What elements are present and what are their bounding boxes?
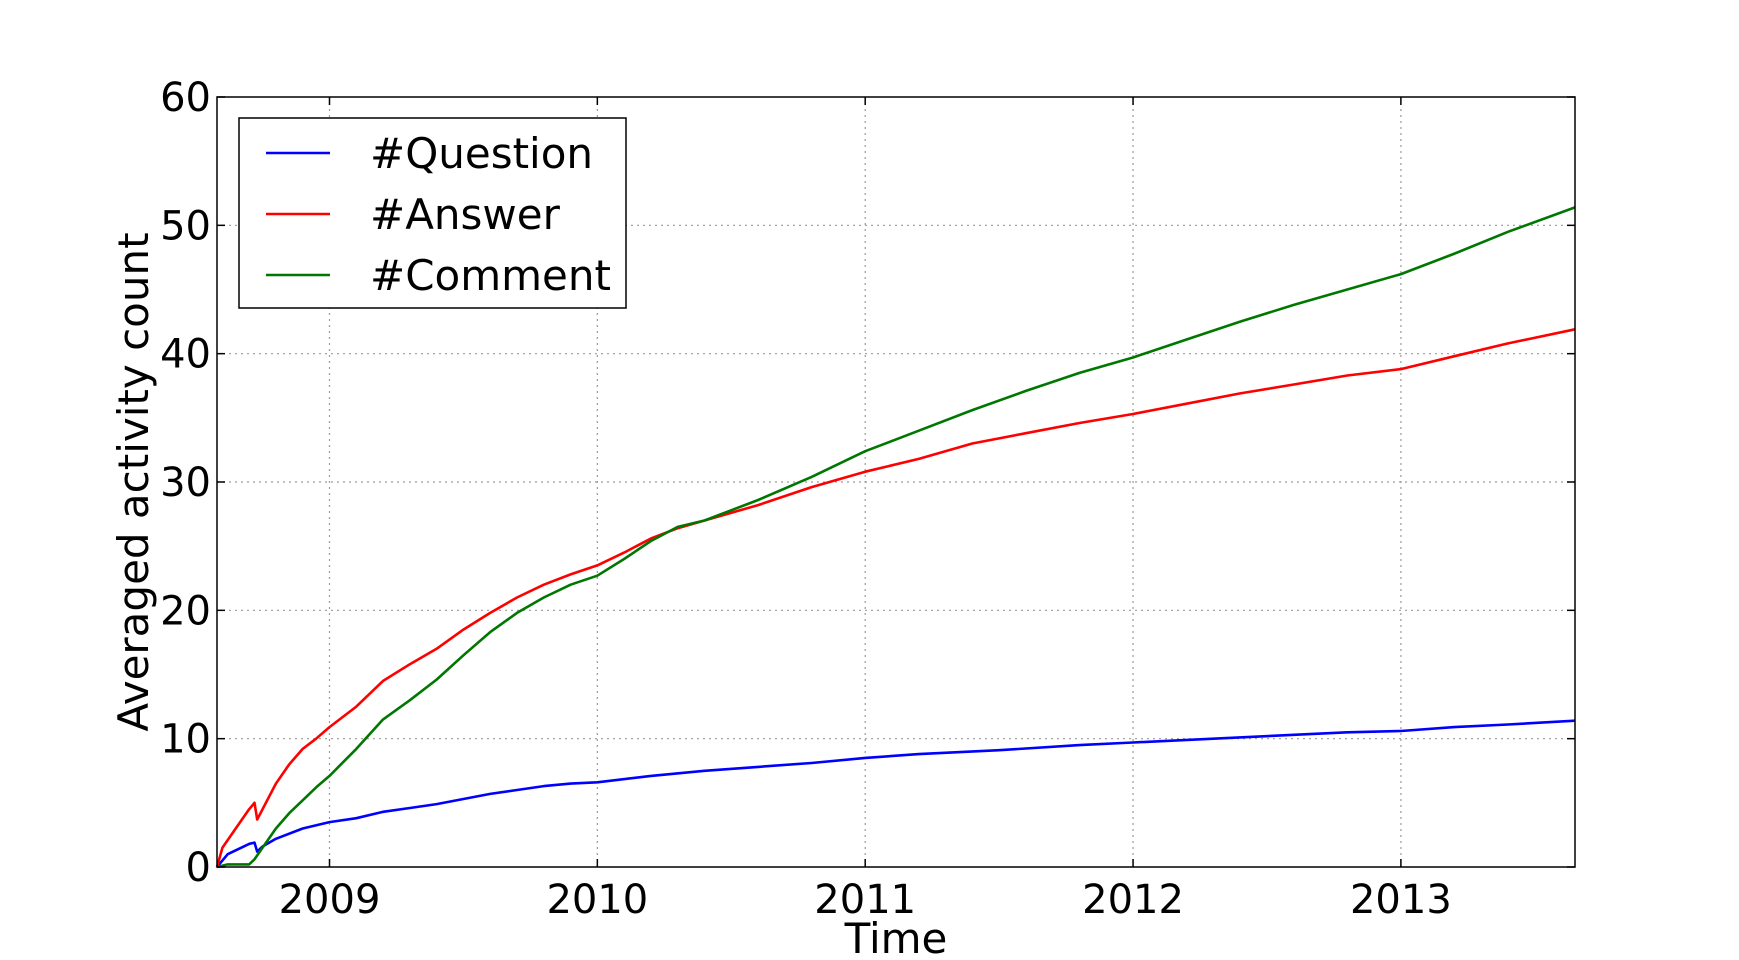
series-line-comment <box>216 206 1576 869</box>
y-tick-label: 0 <box>186 845 211 891</box>
grid <box>217 97 1575 867</box>
series-line-question <box>216 719 1576 868</box>
series-lines <box>215 206 1576 869</box>
x-tick-label: 2013 <box>1350 877 1452 923</box>
x-axis-label: Time <box>844 914 948 960</box>
series-line-answer <box>215 328 1576 868</box>
x-tick-label: 2011 <box>814 877 916 923</box>
x-tick-label: 2009 <box>279 877 381 923</box>
y-tick-label: 60 <box>160 75 211 121</box>
legend: #Question #Answer #Comment <box>238 117 627 309</box>
y-tick-label: 40 <box>160 332 211 378</box>
legend-label-question: #Question <box>370 129 593 178</box>
x-tick-label: 2010 <box>546 877 648 923</box>
y-tick-label: 10 <box>160 717 211 763</box>
y-tick-label: 30 <box>160 460 211 506</box>
y-tick-label: 50 <box>160 203 211 249</box>
legend-label-comment: #Comment <box>370 251 611 300</box>
axis-ticks: 2009 2010 2011 2012 2013 0 10 20 30 40 50 60 <box>160 75 1575 923</box>
legend-label-answer: #Answer <box>370 190 561 239</box>
x-tick-label: 2012 <box>1082 877 1184 923</box>
y-axis-label: Averaged activity count <box>109 232 158 731</box>
y-tick-label: 20 <box>160 588 211 634</box>
